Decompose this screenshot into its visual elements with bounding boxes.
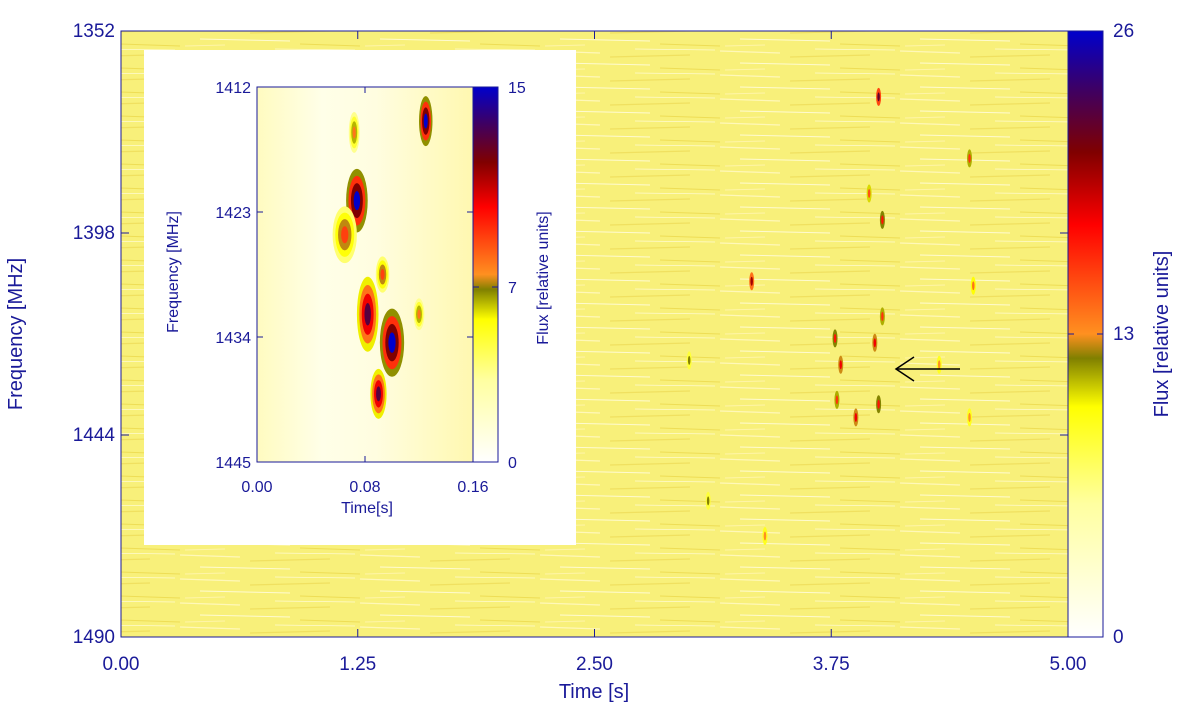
heatmap-spot — [749, 272, 755, 291]
inset-axis-ticks: 0.00 0.08 0.16 1412 1423 1434 1445 — [215, 80, 488, 496]
heatmap-spot — [419, 96, 433, 147]
x-tick-label: 0.00 — [241, 479, 272, 496]
y-tick-label: 1423 — [215, 205, 251, 222]
y-tick-label: 1490 — [73, 627, 115, 648]
x-tick-label: 1.25 — [339, 654, 376, 675]
main-axis-ticks: 0.00 1.25 2.50 3.75 5.00 1352 1398 1444 1490 — [73, 21, 1087, 675]
heatmap-spot — [876, 87, 882, 106]
inset-heatmap-background — [257, 87, 473, 462]
inset-y-axis-title: Frequency [MHz] — [165, 211, 182, 333]
heatmap-spot — [853, 408, 859, 427]
x-tick-label: 0.00 — [103, 654, 140, 675]
x-tick-label: 5.00 — [1050, 654, 1087, 675]
x-tick-label: 2.50 — [576, 654, 613, 675]
heatmap-spot — [370, 368, 387, 419]
heatmap-spot — [348, 112, 360, 153]
heatmap-spot — [838, 355, 844, 374]
heatmap-spot — [832, 329, 838, 348]
y-tick-label: 1445 — [215, 455, 251, 472]
heatmap-spot — [872, 333, 878, 352]
heatmap-spot — [967, 408, 973, 427]
heatmap-spot — [332, 206, 357, 264]
y-tick-label: 1444 — [73, 425, 116, 446]
heatmap-spot — [686, 351, 692, 370]
x-tick-label: 0.16 — [457, 479, 488, 496]
colorbar-tick-label: 15 — [508, 80, 526, 97]
y-tick-label: 1398 — [73, 223, 115, 244]
main-heatmap-spots — [686, 87, 976, 545]
y-tick-label: 1352 — [73, 21, 115, 42]
heatmap-spot — [356, 276, 379, 352]
x-tick-label: 0.08 — [349, 479, 380, 496]
inset-colorbar — [472, 86, 499, 463]
heatmap-spot — [879, 210, 885, 229]
heatmap-spot — [936, 355, 942, 374]
heatmap-spot — [413, 298, 425, 331]
heatmap-spot — [970, 276, 976, 295]
main-colorbar-ticks: 26 13 0 — [1068, 21, 1134, 648]
heatmap-spot — [967, 149, 973, 168]
heatmap-spot — [866, 184, 872, 203]
heatmap-spot — [379, 308, 405, 377]
x-tick-label: 3.75 — [813, 654, 850, 675]
main-y-axis-title: Frequency [MHz] — [5, 258, 27, 410]
main-x-axis-title: Time [s] — [559, 681, 629, 703]
arrow-annotation — [894, 356, 960, 382]
heatmap-spot — [834, 390, 840, 409]
heatmap-spot — [762, 527, 768, 545]
colorbar-tick-label: 26 — [1113, 21, 1134, 42]
heatmap-spot — [375, 256, 390, 293]
colorbar-tick-label: 0 — [508, 455, 517, 472]
inset-x-axis-title: Time[s] — [341, 500, 393, 517]
colorbar-tick-label: 13 — [1113, 324, 1134, 345]
inset-heatmap-spots — [332, 96, 433, 419]
inset-colorbar-title: Flux [relative units] — [535, 211, 552, 344]
colorbar-tick-label: 0 — [1113, 627, 1124, 648]
main-colorbar-title: Flux [relative units] — [1151, 251, 1173, 418]
colorbar-tick-label: 7 — [508, 280, 517, 297]
y-tick-label: 1434 — [215, 330, 251, 347]
heatmap-spot — [879, 307, 885, 326]
heatmap-spot — [705, 491, 711, 510]
y-tick-label: 1412 — [215, 80, 251, 97]
heatmap-spot — [876, 395, 882, 414]
